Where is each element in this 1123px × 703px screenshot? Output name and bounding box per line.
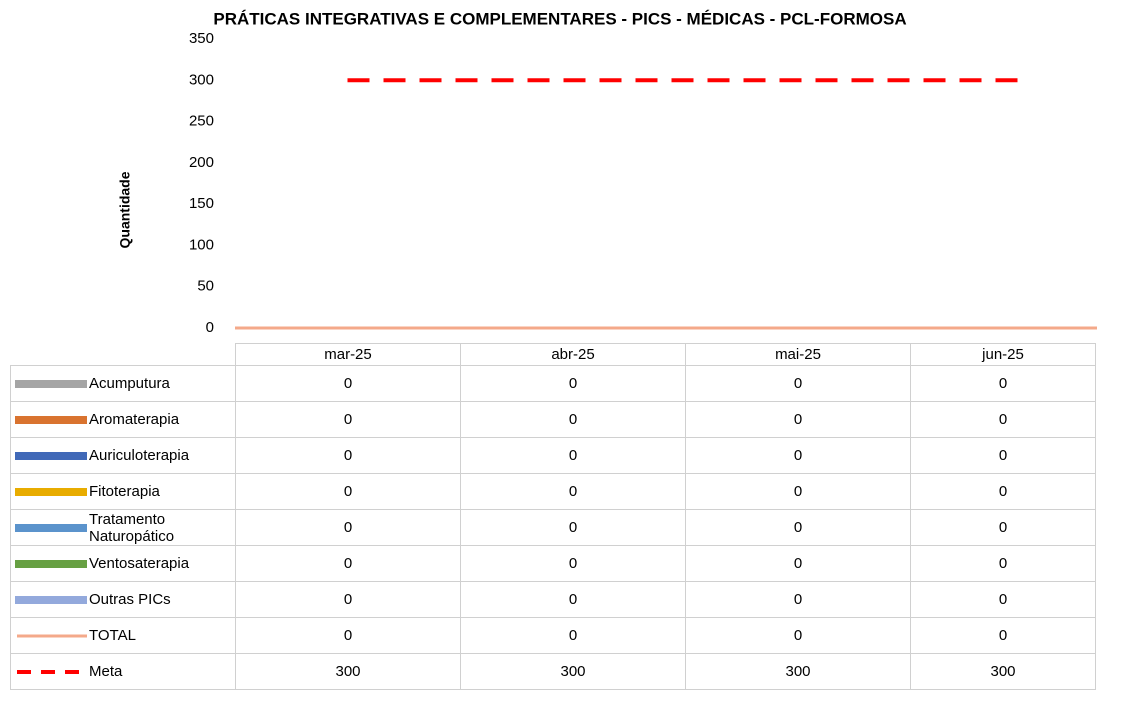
- value-cell: 0: [910, 581, 1096, 618]
- value-cell: 0: [910, 473, 1096, 510]
- value-cell: 0: [235, 509, 461, 546]
- value-cell: 0: [235, 545, 461, 582]
- legend-label: TOTAL: [89, 627, 136, 645]
- legend-swatch: [15, 415, 87, 424]
- value-cell: 0: [685, 401, 911, 438]
- value-cell: 0: [235, 473, 461, 510]
- y-tick-label: 150: [189, 195, 214, 212]
- value-cell: 0: [235, 365, 461, 402]
- chart: PRÁTICAS INTEGRATIVAS E COMPLEMENTARES -…: [117, 9, 1097, 336]
- value-cell: 0: [910, 545, 1096, 582]
- value-cell: 0: [685, 581, 911, 618]
- category-header: mai-25: [685, 343, 911, 366]
- value-cell: 300: [910, 653, 1096, 690]
- table-row: Ventosaterapia 0 0 0 0: [10, 545, 1096, 582]
- value-cell: 0: [910, 401, 1096, 438]
- value-cell: 0: [685, 473, 911, 510]
- y-tick-label: 250: [189, 113, 214, 130]
- legend-label: Acumputura: [89, 375, 170, 393]
- value-cell: 300: [235, 653, 461, 690]
- legend-cell: Outras PICs: [10, 581, 236, 618]
- header-row: mar-25 abr-25 mai-25 jun-25: [10, 343, 1096, 366]
- legend-swatch: [15, 595, 87, 604]
- y-axis-title: Quantidade: [117, 171, 133, 248]
- legend-key: [17, 634, 87, 638]
- y-tick-label: 100: [189, 236, 214, 253]
- y-tick-label: 350: [189, 30, 214, 47]
- value-cell: 0: [460, 401, 686, 438]
- value-cell: 0: [235, 617, 461, 654]
- legend-swatch: [15, 451, 87, 460]
- legend-cell: TOTAL: [10, 617, 236, 654]
- y-tick-label: 300: [189, 71, 214, 88]
- value-cell: 0: [910, 617, 1096, 654]
- value-cell: 0: [460, 365, 686, 402]
- legend-swatch: [15, 379, 87, 388]
- legend-key: [15, 415, 87, 424]
- value-cell: 0: [910, 437, 1096, 474]
- legend-cell: Aromaterapia: [10, 401, 236, 438]
- legend-cell: Ventosaterapia: [10, 545, 236, 582]
- value-cell: 0: [460, 437, 686, 474]
- legend-key: [15, 379, 87, 388]
- legend-label: Ventosaterapia: [89, 555, 190, 573]
- value-cell: 300: [460, 653, 686, 690]
- value-cell: 0: [460, 545, 686, 582]
- legend-label: Aromaterapia: [89, 411, 180, 429]
- category-header: jun-25: [910, 343, 1096, 366]
- value-cell: 0: [235, 581, 461, 618]
- legend-label: Outras PICs: [89, 591, 171, 609]
- legend-key: [15, 559, 87, 568]
- value-cell: 300: [685, 653, 911, 690]
- legend-label: Meta: [89, 663, 123, 681]
- table-row: Meta 300 300 300 300: [10, 653, 1096, 690]
- legend-swatch: [15, 487, 87, 496]
- legend-key: [15, 487, 87, 496]
- value-cell: 0: [235, 437, 461, 474]
- legend-cell: Auriculoterapia: [10, 437, 236, 474]
- legend-label: Tratamento Naturopático: [89, 510, 175, 545]
- value-cell: 0: [460, 617, 686, 654]
- legend-cell: Meta: [10, 653, 236, 690]
- value-cell: 0: [685, 545, 911, 582]
- table-row: Aromaterapia 0 0 0 0: [10, 401, 1096, 438]
- table-row: Fitoterapia 0 0 0 0: [10, 473, 1096, 510]
- legend-label: Fitoterapia: [89, 483, 160, 501]
- legend-key: [15, 451, 87, 460]
- value-cell: 0: [685, 509, 911, 546]
- category-header: mar-25: [235, 343, 461, 366]
- data-table: mar-25 abr-25 mai-25 jun-25 Acumputura 0 0 0 0 Ar…: [10, 343, 1096, 690]
- y-tick-label: 0: [206, 319, 214, 336]
- legend-cell: Fitoterapia: [10, 473, 236, 510]
- legend-key: [15, 595, 87, 604]
- table-row: Tratamento Naturopático 0 0 0 0: [10, 509, 1096, 546]
- value-cell: 0: [460, 473, 686, 510]
- value-cell: 0: [685, 437, 911, 474]
- legend-label: Auriculoterapia: [89, 447, 190, 465]
- legend-key: [17, 669, 87, 674]
- legend-cell: Tratamento Naturopático: [10, 509, 236, 546]
- category-header: abr-25: [460, 343, 686, 366]
- value-cell: 0: [685, 365, 911, 402]
- value-cell: 0: [460, 509, 686, 546]
- table-row: TOTAL 0 0 0 0: [10, 617, 1096, 654]
- value-cell: 0: [235, 401, 461, 438]
- value-cell: 0: [685, 617, 911, 654]
- corner-cell: [10, 343, 236, 366]
- value-cell: 0: [910, 365, 1096, 402]
- table-row: Auriculoterapia 0 0 0 0: [10, 437, 1096, 474]
- legend-key: [15, 523, 87, 532]
- value-cell: 0: [910, 509, 1096, 546]
- table-row: Outras PICs 0 0 0 0: [10, 581, 1096, 618]
- table-row: Acumputura 0 0 0 0: [10, 365, 1096, 402]
- y-tick-label: 200: [189, 154, 214, 171]
- chart-title: PRÁTICAS INTEGRATIVAS E COMPLEMENTARES -…: [213, 9, 906, 28]
- legend-swatch: [15, 523, 87, 532]
- legend-cell: Acumputura: [10, 365, 236, 402]
- legend-swatch: [15, 559, 87, 568]
- y-tick-label: 50: [197, 278, 214, 295]
- value-cell: 0: [460, 581, 686, 618]
